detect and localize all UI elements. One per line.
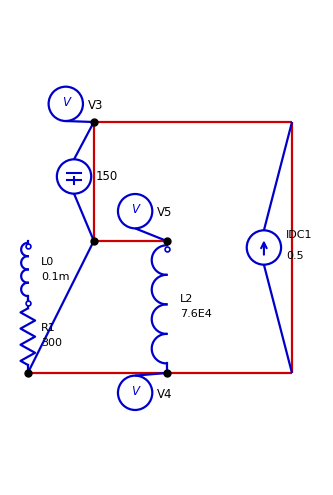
Text: L0: L0 [41,257,54,267]
Text: V: V [131,385,139,398]
Text: IDC1: IDC1 [286,230,313,240]
Text: 7.6E4: 7.6E4 [180,308,211,319]
Text: V: V [62,96,70,109]
Text: 150: 150 [96,170,119,183]
Text: V4: V4 [157,388,173,401]
Text: V5: V5 [157,206,172,219]
Text: V3: V3 [88,99,103,112]
Text: 0.1m: 0.1m [41,272,70,282]
Text: R1: R1 [41,323,56,334]
Text: L2: L2 [180,294,193,304]
Text: V: V [131,203,139,216]
Text: 300: 300 [41,338,62,348]
Text: 0.5: 0.5 [286,251,304,261]
